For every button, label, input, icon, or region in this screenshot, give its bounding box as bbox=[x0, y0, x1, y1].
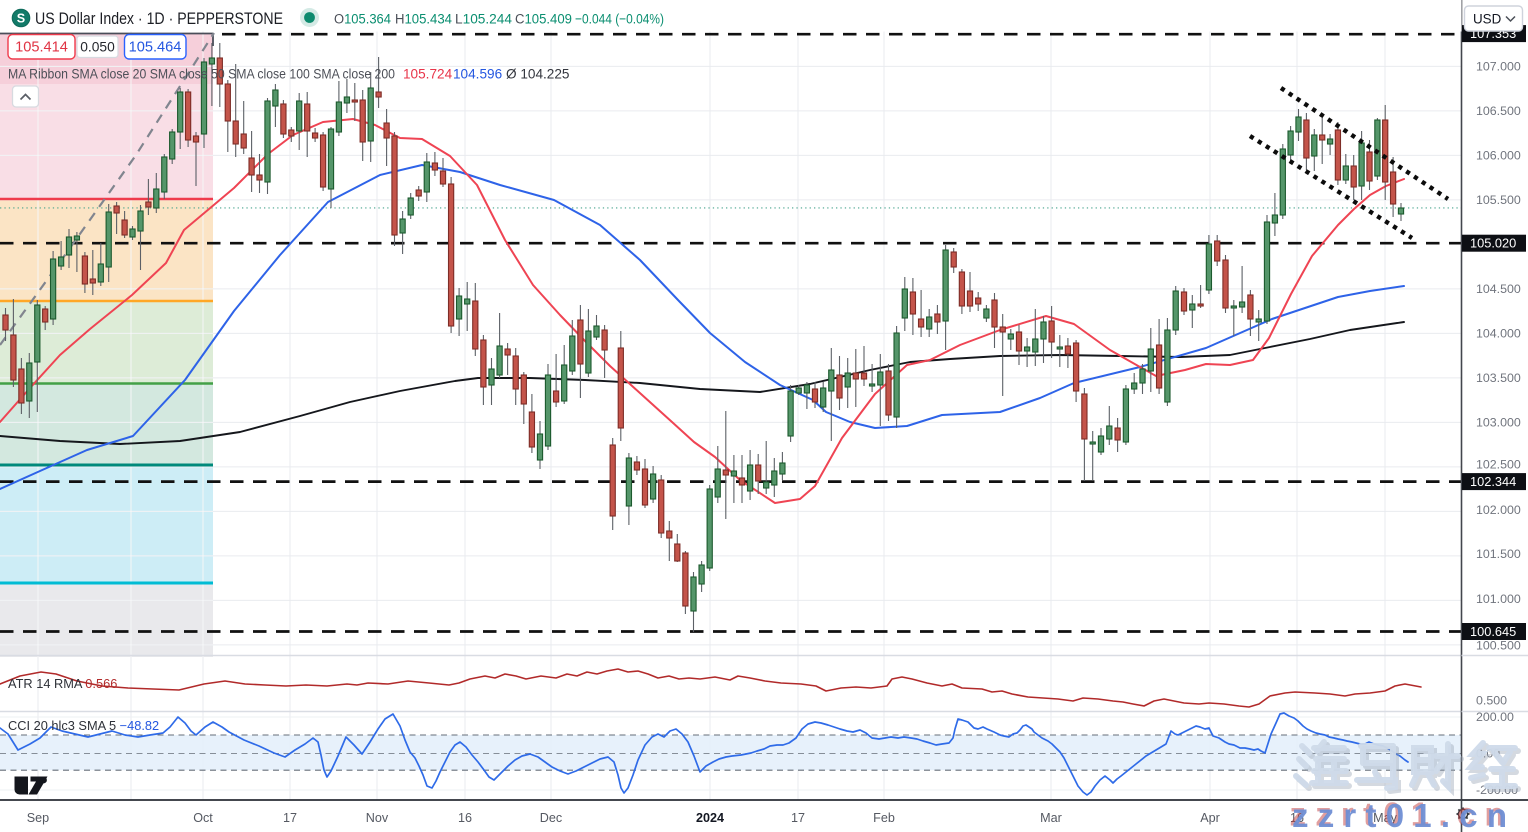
svg-text:zzrt01.cn: zzrt01.cn bbox=[1292, 797, 1511, 832]
svg-text:104.500: 104.500 bbox=[1476, 282, 1521, 296]
svg-text:17: 17 bbox=[791, 811, 805, 825]
svg-text:US Dollar Index · 1D · PEPPERS: US Dollar Index · 1D · PEPPERSTONE bbox=[35, 10, 283, 28]
svg-text:105.020: 105.020 bbox=[1470, 236, 1516, 251]
svg-text:0.500: 0.500 bbox=[1476, 694, 1507, 708]
svg-text:Nov: Nov bbox=[366, 811, 389, 825]
svg-text:2024: 2024 bbox=[696, 811, 724, 825]
svg-text:106.000: 106.000 bbox=[1476, 149, 1521, 163]
svg-text:105.414: 105.414 bbox=[15, 40, 68, 56]
svg-text:Oct: Oct bbox=[193, 811, 213, 825]
svg-text:S: S bbox=[17, 12, 25, 26]
svg-text:Feb: Feb bbox=[873, 811, 895, 825]
svg-text:101.500: 101.500 bbox=[1476, 547, 1521, 561]
svg-text:L105.244: L105.244 bbox=[455, 11, 512, 27]
svg-text:O105.364: O105.364 bbox=[334, 11, 391, 27]
svg-text:102.000: 102.000 bbox=[1476, 503, 1521, 517]
svg-text:105.500: 105.500 bbox=[1476, 193, 1521, 207]
svg-text:Dec: Dec bbox=[540, 811, 562, 825]
svg-text:105.724: 105.724 bbox=[403, 67, 453, 82]
svg-text:100.645: 100.645 bbox=[1470, 624, 1516, 639]
svg-text:C105.409: C105.409 bbox=[515, 11, 572, 27]
svg-text:16: 16 bbox=[458, 811, 472, 825]
svg-text:zzrt01.cn: zzrt01.cn bbox=[1290, 796, 1509, 832]
svg-text:Ø 104.225: Ø 104.225 bbox=[506, 67, 570, 82]
svg-text:101.000: 101.000 bbox=[1476, 592, 1521, 606]
svg-text:102.344: 102.344 bbox=[1470, 474, 1516, 489]
svg-text:200.00: 200.00 bbox=[1476, 710, 1514, 724]
svg-text:104.596: 104.596 bbox=[453, 67, 502, 82]
svg-text:CCI 20 hlc3 SMA 5 −48.82: CCI 20 hlc3 SMA 5 −48.82 bbox=[8, 718, 159, 733]
svg-text:ATR 14 RMA 0.566: ATR 14 RMA 0.566 bbox=[8, 676, 117, 691]
svg-text:102.500: 102.500 bbox=[1476, 458, 1521, 472]
svg-text:MA Ribbon SMA close 20 SMA clo: MA Ribbon SMA close 20 SMA close 50 SMA … bbox=[8, 67, 395, 82]
svg-text:Apr: Apr bbox=[1200, 811, 1220, 825]
svg-text:104.000: 104.000 bbox=[1476, 327, 1521, 341]
svg-text:Sep: Sep bbox=[27, 811, 49, 825]
svg-text:103.500: 103.500 bbox=[1476, 371, 1521, 385]
svg-text:USD: USD bbox=[1473, 12, 1502, 27]
svg-text:16: 16 bbox=[1290, 811, 1304, 825]
svg-text:May: May bbox=[1373, 811, 1397, 825]
svg-text:100.500: 100.500 bbox=[1476, 639, 1521, 653]
svg-text:17: 17 bbox=[283, 811, 297, 825]
svg-text:107.000: 107.000 bbox=[1476, 60, 1521, 74]
svg-text:0.050: 0.050 bbox=[80, 40, 115, 55]
svg-text:H105.434: H105.434 bbox=[395, 11, 452, 27]
svg-text:Mar: Mar bbox=[1040, 811, 1062, 825]
svg-text:−0.044 (−0.04%): −0.044 (−0.04%) bbox=[575, 11, 664, 27]
svg-text:103.000: 103.000 bbox=[1476, 416, 1521, 430]
svg-text:105.464: 105.464 bbox=[129, 40, 182, 56]
svg-text:106.500: 106.500 bbox=[1476, 104, 1521, 118]
